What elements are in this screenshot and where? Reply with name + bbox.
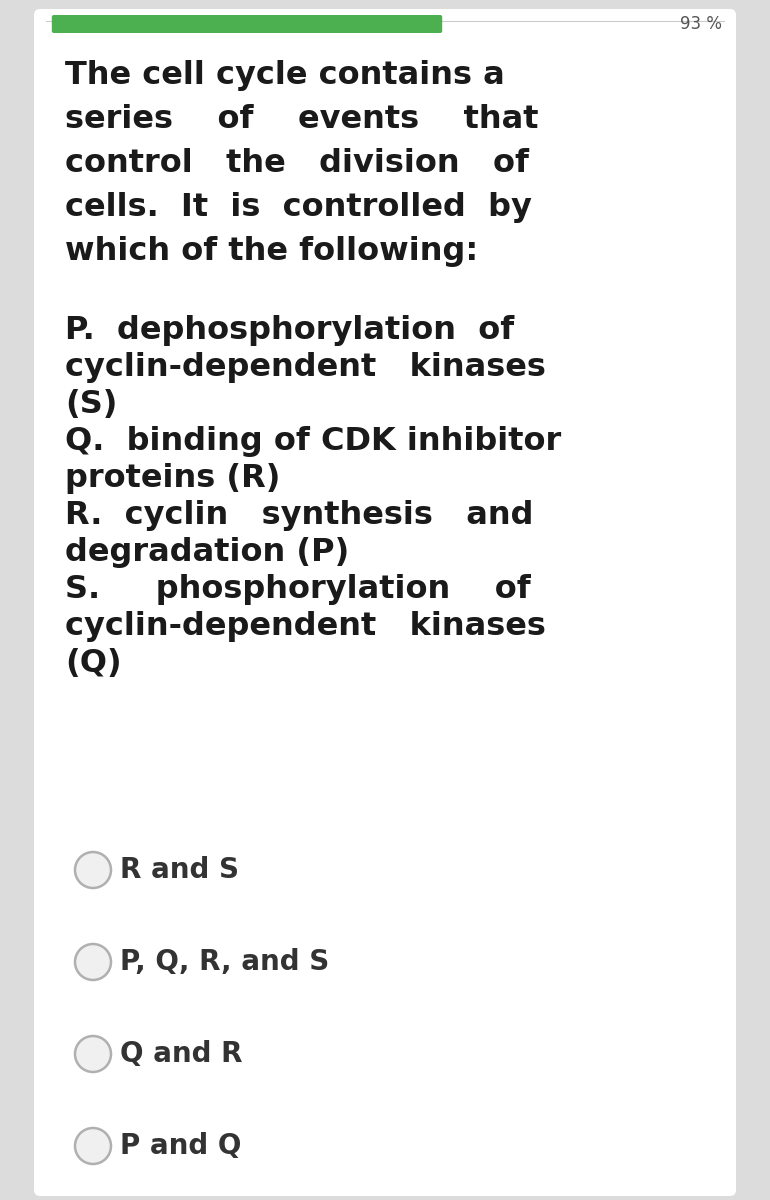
Text: Q and R: Q and R bbox=[120, 1040, 243, 1068]
Circle shape bbox=[75, 1128, 111, 1164]
Text: 93 %: 93 % bbox=[680, 14, 722, 32]
Text: control   the   division   of: control the division of bbox=[65, 148, 529, 179]
Text: cyclin-dependent   kinases: cyclin-dependent kinases bbox=[65, 611, 546, 642]
Text: which of the following:: which of the following: bbox=[65, 236, 478, 266]
Text: series    of    events    that: series of events that bbox=[65, 104, 538, 134]
Circle shape bbox=[75, 944, 111, 980]
Text: (Q): (Q) bbox=[65, 648, 122, 679]
Text: P, Q, R, and S: P, Q, R, and S bbox=[120, 948, 330, 976]
Circle shape bbox=[75, 852, 111, 888]
Text: cells.  It  is  controlled  by: cells. It is controlled by bbox=[65, 192, 532, 223]
Text: cyclin-dependent   kinases: cyclin-dependent kinases bbox=[65, 352, 546, 383]
Text: R and S: R and S bbox=[120, 856, 239, 884]
Text: P.  dephosphorylation  of: P. dephosphorylation of bbox=[65, 314, 514, 346]
Text: The cell cycle contains a: The cell cycle contains a bbox=[65, 60, 505, 91]
Text: degradation (P): degradation (P) bbox=[65, 538, 350, 568]
Text: Q.  binding of CDK inhibitor: Q. binding of CDK inhibitor bbox=[65, 426, 561, 457]
FancyBboxPatch shape bbox=[52, 14, 442, 32]
Text: proteins (R): proteins (R) bbox=[65, 463, 280, 494]
Text: (S): (S) bbox=[65, 389, 117, 420]
FancyBboxPatch shape bbox=[34, 8, 736, 1196]
Circle shape bbox=[75, 1036, 111, 1072]
Text: S.     phosphorylation    of: S. phosphorylation of bbox=[65, 574, 531, 605]
Text: P and Q: P and Q bbox=[120, 1132, 241, 1160]
Text: R.  cyclin   synthesis   and: R. cyclin synthesis and bbox=[65, 500, 534, 530]
